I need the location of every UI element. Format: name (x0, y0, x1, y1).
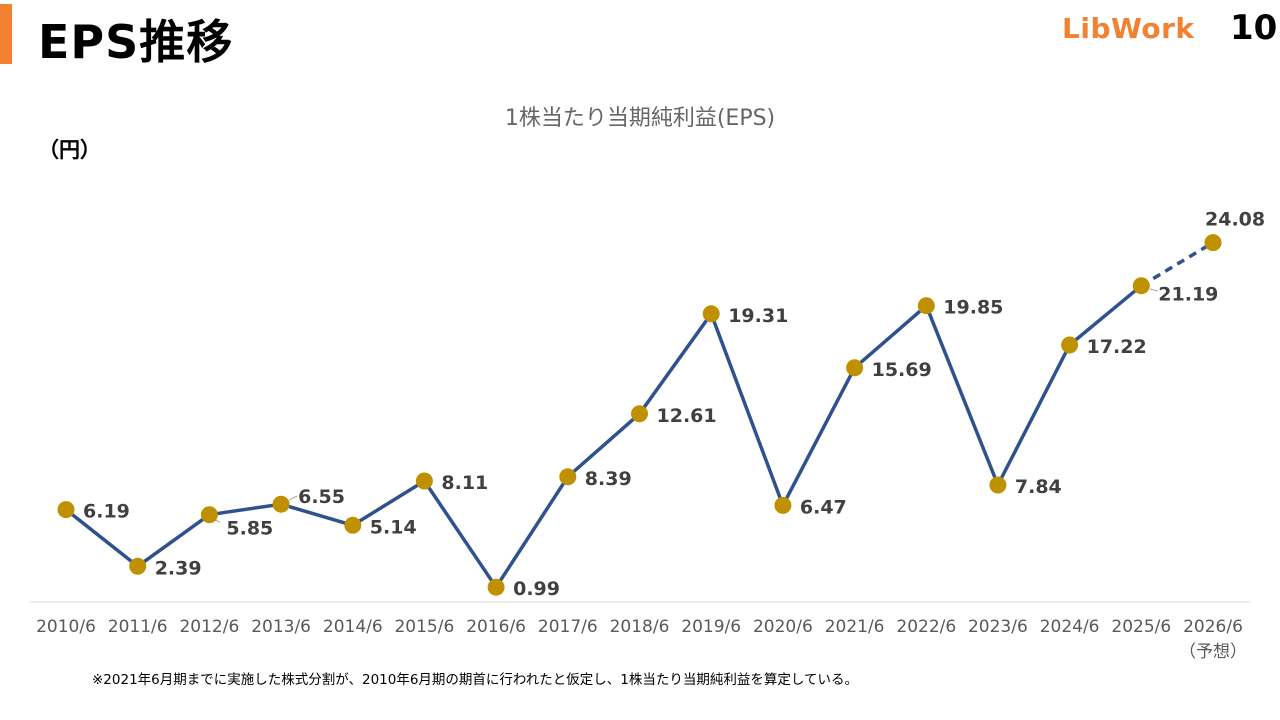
data-point-marker (559, 468, 577, 486)
chart-title: 1株当たり当期純利益(EPS) (504, 106, 776, 131)
data-label: 21.19 (1158, 284, 1218, 306)
x-tick-label: 2011/6 (108, 617, 168, 637)
data-point-marker (487, 578, 505, 596)
data-label: 0.99 (513, 578, 560, 600)
data-point-marker (1132, 277, 1150, 295)
data-label: 7.84 (1015, 476, 1062, 498)
data-label: 6.55 (298, 486, 345, 508)
data-point-marker (846, 359, 864, 377)
data-point-marker (1061, 336, 1079, 354)
data-label: 12.61 (657, 405, 717, 427)
x-tick-label: 2023/6 (968, 617, 1028, 637)
data-label: 5.85 (226, 518, 273, 540)
footnote: ※2021年6月期までに実施した株式分割が、2010年6月期の期首に行われたと仮… (92, 672, 858, 688)
page-number: 10 (1230, 8, 1278, 48)
data-label: 24.08 (1205, 209, 1265, 231)
data-label: 8.39 (585, 468, 632, 490)
x-tick-label: 2018/6 (610, 617, 670, 637)
data-point-marker (57, 501, 75, 519)
data-point-marker (702, 305, 720, 323)
x-tick-label: 2017/6 (538, 617, 598, 637)
page-title: EPS推移 (38, 15, 234, 69)
title-accent-bar (0, 4, 12, 64)
data-label: 6.19 (83, 501, 130, 523)
x-tick-label: 2020/6 (753, 617, 813, 637)
data-point-marker (631, 405, 648, 423)
x-tick-label: 2022/6 (896, 617, 956, 637)
y-axis-unit-label: （円） (38, 138, 101, 162)
x-tick-label: 2012/6 (179, 617, 239, 637)
data-label: 5.14 (370, 516, 417, 538)
data-label: 17.22 (1087, 336, 1147, 358)
data-label: 2.39 (155, 557, 202, 579)
x-tick-label: 2021/6 (825, 617, 885, 637)
data-point-marker (917, 297, 935, 315)
forecast-note-label: （予想） (1179, 642, 1247, 662)
data-point-marker (272, 495, 290, 513)
data-label: 19.31 (728, 305, 788, 327)
libwork-logo: LibWork (1062, 12, 1195, 45)
x-tick-label: 2010/6 (36, 617, 96, 637)
x-tick-label: 2013/6 (251, 617, 311, 637)
data-label-leader (1149, 288, 1159, 292)
data-label-leader (288, 495, 298, 501)
data-label: 8.11 (441, 472, 488, 494)
series-line-actual (64, 284, 1143, 589)
x-tick-label: 2026/6 (1183, 617, 1243, 637)
x-tick-label: 2015/6 (394, 617, 454, 637)
data-point-marker (1204, 234, 1222, 252)
x-tick-label: 2024/6 (1040, 617, 1100, 637)
data-point-marker (129, 557, 147, 575)
data-point-marker (415, 472, 433, 490)
x-tick-label: 2025/6 (1111, 617, 1171, 637)
data-point-marker (774, 496, 792, 514)
x-tick-label: 2016/6 (466, 617, 526, 637)
data-label: 6.47 (800, 496, 847, 518)
series-line-forecast (1140, 241, 1214, 288)
data-label: 15.69 (872, 359, 932, 381)
data-point-marker (344, 516, 362, 534)
data-label: 19.85 (943, 297, 1003, 319)
x-tick-label: 2014/6 (323, 617, 383, 637)
data-point-marker (989, 476, 1007, 494)
x-tick-label: 2019/6 (681, 617, 741, 637)
data-point-marker (200, 506, 218, 524)
